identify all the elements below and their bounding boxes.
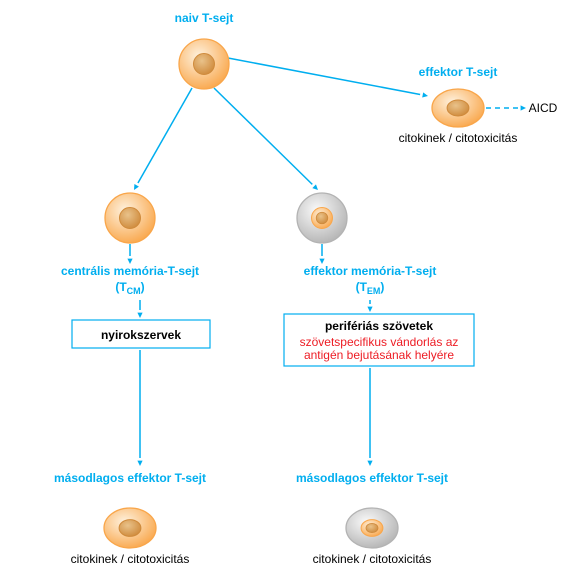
box-lymphoid-organs-label: nyirokszervek [101, 328, 181, 342]
box-peripheral-line2: szövetspecifikus vándorlás az [300, 335, 459, 349]
arrow-line [228, 58, 420, 95]
cell-effector [432, 89, 484, 127]
arrow-line [138, 88, 192, 183]
arrow-head-icon [521, 105, 526, 110]
cell-sec_left [104, 508, 156, 548]
arrow-head-icon [367, 461, 372, 466]
arrow-head-icon [137, 461, 142, 466]
label-aicd: AICD [529, 101, 558, 115]
arrow-head-icon [134, 184, 139, 190]
label-secondary-left: másodlagos effektor T-sejt [54, 471, 206, 485]
label-sub-left: citokinek / citotoxicitás [71, 552, 190, 566]
cell-naive [179, 39, 229, 89]
arrow-head-icon [312, 184, 318, 190]
tcell-differentiation-diagram: nyirokszervek perifériás szövetek szövet… [0, 0, 570, 586]
arrow-head-icon [422, 92, 428, 97]
label-tem-line1: effektor memória-T-sejt [304, 264, 437, 278]
arrow-line [214, 88, 312, 184]
box-peripheral-title: perifériás szövetek [325, 319, 433, 333]
label-sub-right: citokinek / citotoxicitás [313, 552, 432, 566]
arrow-head-icon [367, 307, 372, 312]
label-tcm-line2: (TCM) [115, 280, 144, 296]
label-tem-line2: (TEM) [356, 280, 385, 296]
label-naive-tcell: naiv T-sejt [175, 11, 234, 25]
cell-tcm [105, 193, 155, 243]
cell-sec_right [346, 508, 398, 548]
arrow-head-icon [137, 313, 142, 318]
cell-tem [297, 193, 347, 243]
box-peripheral-line3: antigén bejutásának helyére [304, 348, 454, 362]
label-secondary-right: másodlagos effektor T-sejt [296, 471, 448, 485]
label-effector-sub: citokinek / citotoxicitás [399, 131, 518, 145]
label-effector-tcell: effektor T-sejt [419, 65, 498, 79]
label-tcm-line1: centrális memória-T-sejt [61, 264, 199, 278]
